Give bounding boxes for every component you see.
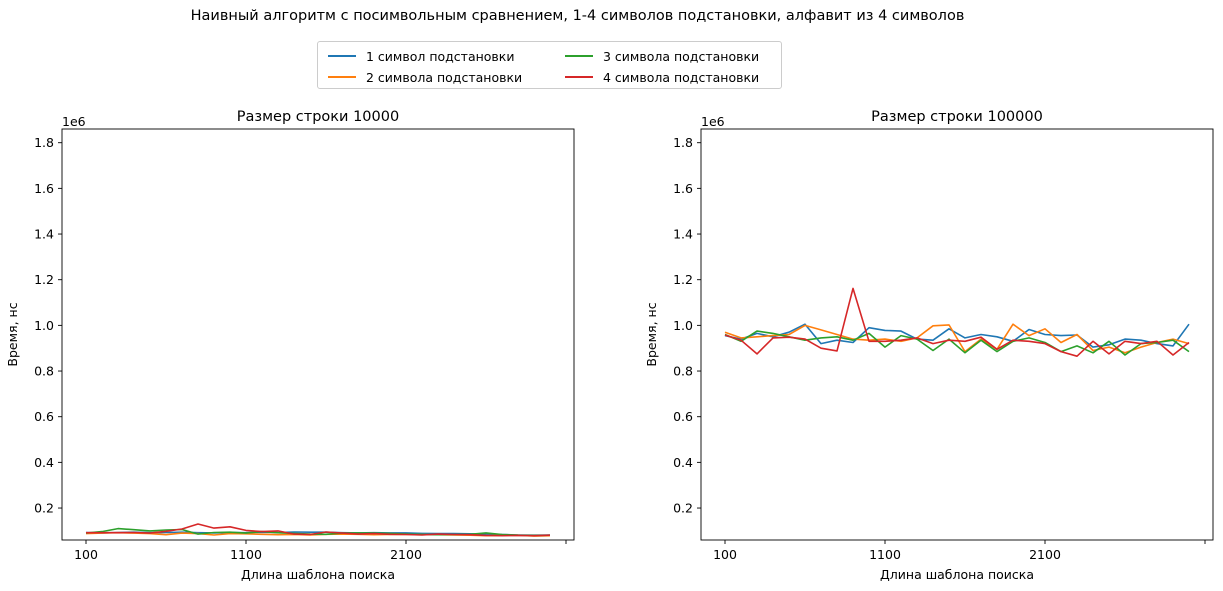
y-tick-label: 1.0 [34,318,54,333]
y-tick-label: 1.2 [673,272,693,287]
subplot-string-size-100000: 0.2 0.4 0.6 0.8 1.0 1.2 1.4 1.6 1.8 100 1100 2100 Ра… [644,109,1214,582]
y-tick-label: 0.8 [34,364,54,379]
subplot-string-size-10000: 0.2 0.4 0.6 0.8 1.0 1.2 1.4 1.6 1.8 100 1100 2100 Ра… [5,109,575,582]
y-tick-label: 1.6 [34,181,54,196]
y-tick-label: 1.8 [673,135,693,150]
x-tick-label: 1100 [230,547,262,562]
x-tick-label: 100 [713,547,737,562]
legend-item-series-1: 1 символ подстановки [328,46,514,66]
y-tick-label: 1.4 [673,227,693,242]
y-axis-label: Время, нс [5,302,20,366]
x-axis-label: Длина шаблона поиска [241,567,395,582]
axes-frame [61,128,575,541]
legend-label-series-1: 1 символ подстановки [366,48,515,64]
y-tick-label: 0.2 [673,501,693,516]
x-tick-label: 100 [74,547,98,562]
series-line-4 [724,287,1190,358]
y-tick-label: 0.2 [34,501,54,516]
legend: 1 символ подстановки 2 символа подстанов… [317,41,782,89]
legend-item-series-2: 2 символа подстановки [328,67,522,87]
legend-item-series-4: 4 символа подстановки [565,67,759,87]
series-group [724,287,1190,358]
series-line-1 [724,323,1190,348]
x-tick-label: 1100 [869,547,901,562]
y-tick-label: 1.2 [34,272,54,287]
subplot-title: Размер строки 10000 [237,109,399,125]
legend-swatch-series-3 [565,55,593,57]
legend-swatch-series-4 [565,76,593,78]
legend-label-series-4: 4 символа подстановки [603,69,760,85]
y-tick-label: 0.8 [673,364,693,379]
legend-label-series-2: 2 символа подстановки [366,69,523,85]
y-offset-label: 1e6 [701,114,725,129]
y-tick-label: 0.4 [34,455,54,470]
y-tick-label: 0.4 [673,455,693,470]
x-axis-label: Длина шаблона поиска [880,567,1034,582]
legend-swatch-series-1 [328,55,356,57]
series-line-4 [86,523,551,537]
y-tick-label: 1.0 [673,318,693,333]
x-tick-label: 2100 [390,547,422,562]
figure-suptitle: Наивный алгоритм с посимвольным сравнени… [190,8,965,24]
series-group [85,523,551,537]
series-line-3 [724,330,1190,356]
legend-label-series-3: 3 символа подстановки [603,48,760,64]
y-tick-label: 1.8 [34,135,54,150]
axes-frame [700,128,1214,541]
y-tick-label: 0.6 [34,409,54,424]
subplot-title: Размер строки 100000 [871,109,1043,125]
y-tick-label: 0.6 [673,409,693,424]
legend-swatch-series-2 [328,76,356,78]
y-offset-label: 1e6 [62,114,86,129]
y-axis-label: Время, нс [644,302,659,366]
legend-item-series-3: 3 символа подстановки [565,46,759,66]
x-tick-label: 2100 [1029,547,1061,562]
series-line-2 [724,323,1190,354]
y-tick-label: 1.6 [673,181,693,196]
y-tick-label: 1.4 [34,227,54,242]
